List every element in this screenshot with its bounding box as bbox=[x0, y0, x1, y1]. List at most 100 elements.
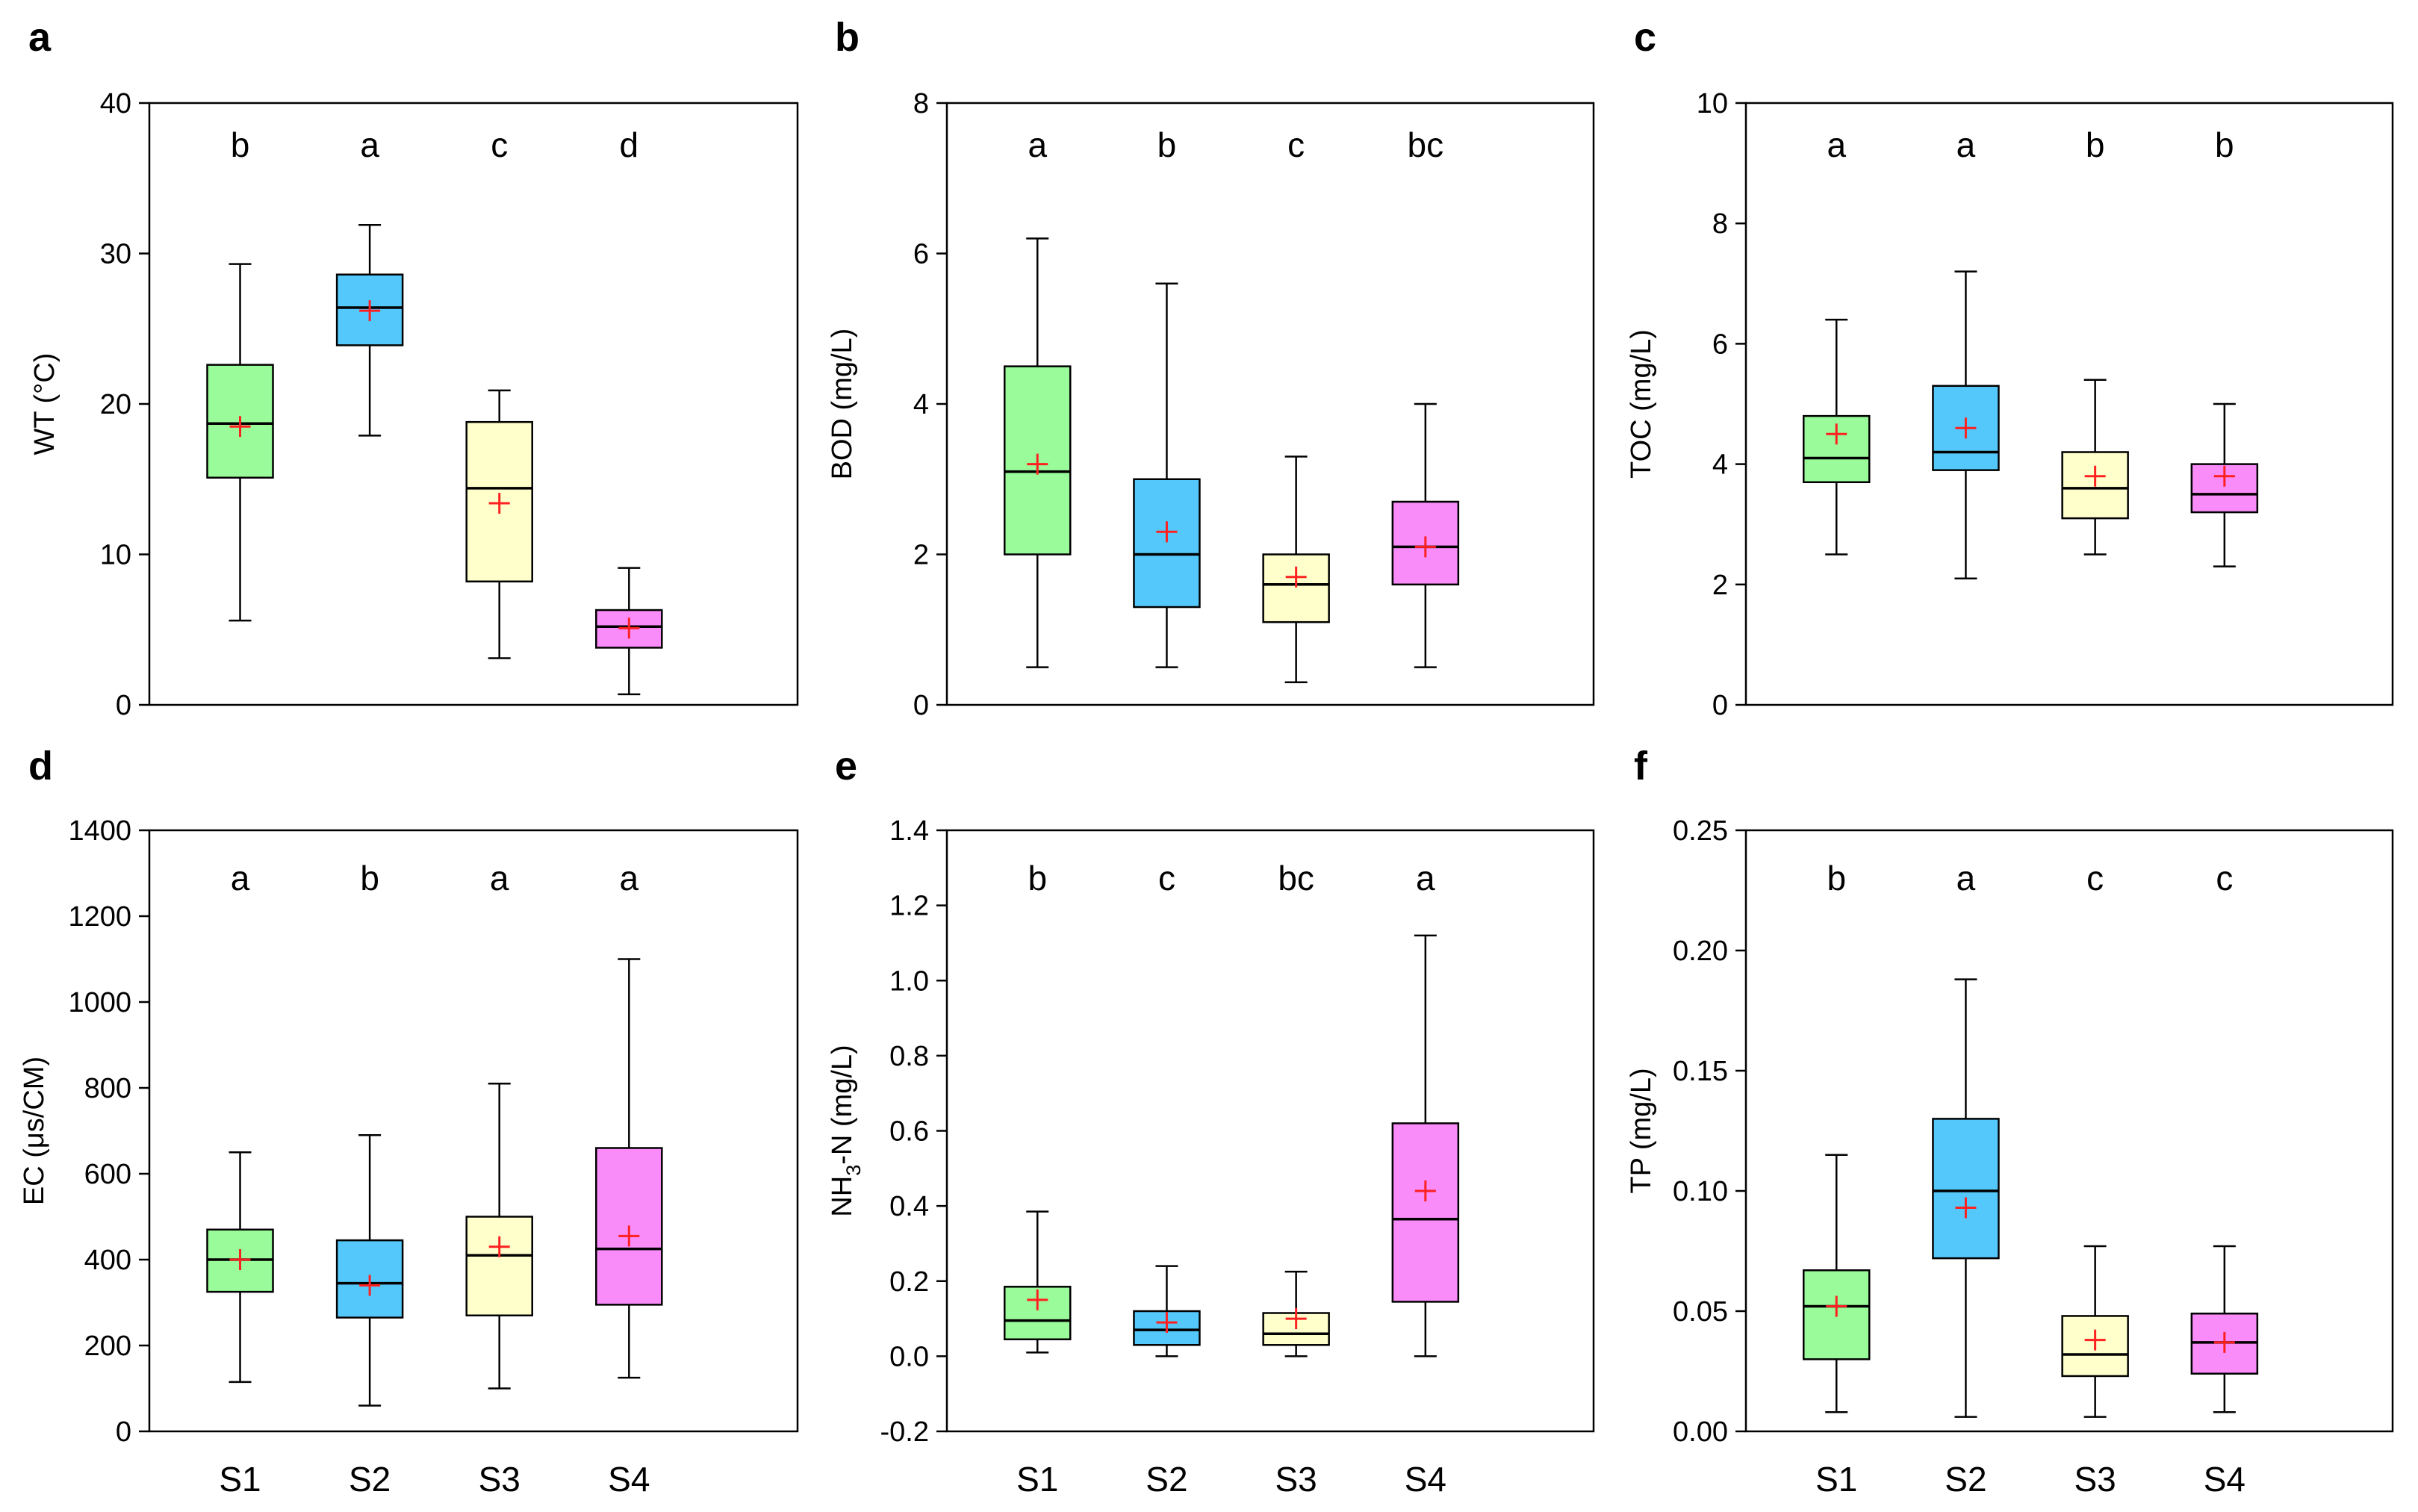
y-tick-label: 30 bbox=[100, 239, 131, 270]
panel-letter: b bbox=[835, 15, 860, 60]
significance-letter: c bbox=[1287, 125, 1305, 164]
significance-letter: a bbox=[1957, 125, 1976, 164]
panel-letter: f bbox=[1634, 744, 1648, 788]
significance-letter: b bbox=[360, 859, 379, 897]
box-s3: a S3 bbox=[465, 859, 533, 1499]
plot-frame bbox=[1744, 829, 2394, 1433]
iqr-box bbox=[1391, 1122, 1460, 1303]
x-category-label: S2 bbox=[349, 1460, 391, 1499]
y-tick-label: 6 bbox=[913, 239, 929, 270]
y-tick-label: 0.0 bbox=[889, 1341, 929, 1372]
significance-letter: bc bbox=[1408, 125, 1444, 164]
significance-letter: a bbox=[1416, 859, 1435, 897]
significance-letter: a bbox=[1957, 859, 1976, 897]
y-tick-label: 4 bbox=[1712, 449, 1728, 481]
box-s2: b bbox=[1133, 125, 1201, 668]
x-category-label: S4 bbox=[1405, 1460, 1446, 1499]
x-category-label: S2 bbox=[1146, 1460, 1187, 1499]
box-s1: b S1 bbox=[1802, 859, 1871, 1499]
y-tick-label: 600 bbox=[84, 1159, 131, 1190]
y-tick-label: 0 bbox=[1712, 690, 1728, 721]
significance-letter: b bbox=[2086, 125, 2105, 164]
box-s3: c bbox=[465, 125, 533, 659]
y-tick-label: 1200 bbox=[68, 901, 131, 933]
box-s1: b bbox=[206, 125, 274, 622]
x-category-label: S3 bbox=[2074, 1460, 2116, 1499]
panel-c: c 0 2 4 6 8 10 TOC (mg/L) a a b b bbox=[1626, 15, 2394, 721]
iqr-box bbox=[1133, 478, 1201, 609]
y-tick-label: 0 bbox=[913, 690, 929, 721]
panel-letter: c bbox=[1634, 15, 1656, 60]
x-category-label: S4 bbox=[608, 1460, 650, 1499]
y-tick-label: 0.2 bbox=[889, 1266, 929, 1298]
y-axis-title: NH3-N (mg/L) bbox=[827, 1045, 865, 1216]
panel-letter: a bbox=[28, 15, 52, 60]
box-s2: a bbox=[1932, 125, 2000, 579]
y-axis-title: TP (mg/L) bbox=[1626, 1068, 1657, 1193]
x-category-label: S3 bbox=[479, 1460, 520, 1499]
iqr-box bbox=[2061, 451, 2129, 520]
y-tick-label: 2 bbox=[913, 540, 929, 571]
y-tick-label: 0.10 bbox=[1673, 1176, 1728, 1207]
y-axis-title: EC (μs/CM) bbox=[19, 1057, 50, 1205]
y-axis-title: TOC (mg/L) bbox=[1626, 329, 1657, 479]
panel-f: f 0.00 0.05 0.10 0.15 0.20 0.25 TP (mg/L) b S1 a S2… bbox=[1626, 744, 2394, 1499]
box-s1: b S1 bbox=[1003, 859, 1072, 1499]
y-axis-title: WT (°C) bbox=[29, 353, 60, 455]
y-tick-label: 8 bbox=[1712, 208, 1728, 240]
iqr-box bbox=[465, 1216, 533, 1316]
y-tick-label: 1.4 bbox=[889, 815, 929, 847]
y-tick-label: 20 bbox=[100, 389, 131, 420]
panel-a: a 0 10 20 30 40 WT (°C) b a c d bbox=[28, 15, 799, 721]
x-category-label: S1 bbox=[219, 1460, 261, 1499]
x-category-label: S2 bbox=[1945, 1460, 1986, 1499]
box-s1: a bbox=[1802, 125, 1871, 556]
y-tick-label: 0 bbox=[116, 1416, 131, 1448]
panel-e: e -0.2 0.0 0.2 0.4 0.6 0.8 1.0 1.2 1.4 NH3-N (mg/L… bbox=[827, 744, 1595, 1499]
significance-letter: b bbox=[2215, 125, 2234, 164]
y-tick-label: 10 bbox=[1697, 88, 1728, 119]
box-s1: a S1 bbox=[206, 859, 274, 1499]
y-tick-label: 0.4 bbox=[889, 1191, 929, 1222]
panel-letter: e bbox=[835, 744, 857, 788]
box-s2: c S2 bbox=[1133, 859, 1201, 1499]
significance-letter: c bbox=[491, 125, 508, 164]
y-tick-label: 6 bbox=[1712, 329, 1728, 360]
significance-letter: bc bbox=[1278, 859, 1314, 897]
significance-letter: c bbox=[2086, 859, 2104, 897]
box-s3: c S3 bbox=[2061, 859, 2129, 1499]
box-s2: a bbox=[335, 125, 404, 437]
y-tick-label: 200 bbox=[84, 1331, 131, 1362]
x-category-label: S1 bbox=[1815, 1460, 1857, 1499]
y-tick-label: 40 bbox=[100, 88, 131, 119]
significance-letter: a bbox=[490, 859, 509, 897]
y-tick-label: 8 bbox=[913, 88, 929, 119]
x-category-label: S1 bbox=[1016, 1460, 1058, 1499]
significance-letter: a bbox=[620, 859, 639, 897]
significance-letter: c bbox=[2216, 859, 2233, 897]
iqr-box bbox=[1932, 1118, 2000, 1260]
box-s4: c S4 bbox=[2190, 859, 2259, 1499]
y-axis-title-tail: -N (mg/L) bbox=[827, 1045, 858, 1164]
y-tick-label: 0.25 bbox=[1673, 815, 1728, 847]
y-tick-label: 2 bbox=[1712, 570, 1728, 601]
y-tick-label: 1.0 bbox=[889, 965, 929, 997]
y-tick-label: 0.15 bbox=[1673, 1056, 1728, 1087]
box-s2: b S2 bbox=[335, 859, 404, 1499]
y-tick-label: 1.2 bbox=[889, 891, 929, 922]
y-tick-label: 0.20 bbox=[1673, 936, 1728, 967]
y-axis-title: BOD (mg/L) bbox=[827, 329, 858, 480]
y-tick-label: 800 bbox=[84, 1073, 131, 1104]
panel-d: d 0 200 400 600 800 1000 1200 1400 EC (μs/CM) a S1 b… bbox=[19, 744, 799, 1499]
y-tick-label: 0.6 bbox=[889, 1116, 929, 1148]
significance-letter: b bbox=[1157, 125, 1177, 164]
y-tick-label: 0.00 bbox=[1673, 1416, 1728, 1448]
box-s3: b bbox=[2061, 125, 2129, 556]
x-category-label: S3 bbox=[1275, 1460, 1317, 1499]
box-s4: a S4 bbox=[1391, 859, 1460, 1499]
y-tick-label: 1000 bbox=[68, 987, 131, 1018]
box-s1: a bbox=[1003, 125, 1072, 668]
significance-letter: a bbox=[1827, 125, 1846, 164]
